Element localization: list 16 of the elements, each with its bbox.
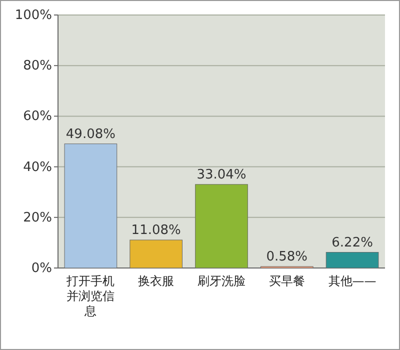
- y-tick-label: 20%: [23, 210, 52, 226]
- x-tick-label: 刷牙洗脸: [196, 274, 246, 289]
- data-label: 6.22%: [332, 235, 373, 250]
- y-tick-label: 60%: [23, 109, 52, 124]
- x-tick-label: 换衣服: [137, 274, 176, 289]
- x-tick-label: 买早餐: [268, 274, 306, 289]
- x-tick-label: 其他——: [327, 274, 378, 289]
- y-tick-label: 0%: [31, 261, 52, 276]
- data-label: 33.04%: [196, 167, 246, 182]
- x-tick-label: 打开手机并浏览信息: [66, 274, 116, 319]
- data-label: 49.08%: [66, 126, 116, 142]
- y-tick-label: 80%: [23, 58, 52, 74]
- y-tick-label: 40%: [23, 160, 52, 175]
- y-tick-label: 100%: [14, 8, 52, 23]
- data-label: 11.08%: [131, 222, 181, 238]
- data-label: 0.58%: [266, 250, 308, 265]
